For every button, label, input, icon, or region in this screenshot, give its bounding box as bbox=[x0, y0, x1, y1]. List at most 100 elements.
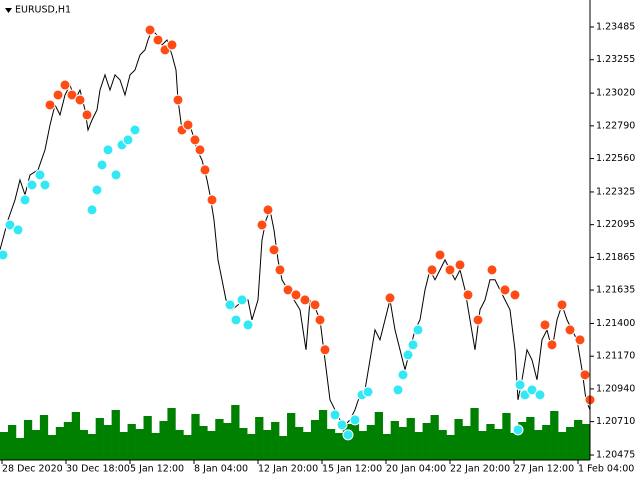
volume-bar bbox=[550, 411, 559, 460]
volume-bar bbox=[486, 424, 495, 460]
signal-marker bbox=[19, 194, 31, 206]
volume-bar bbox=[31, 430, 41, 460]
volume-bar bbox=[247, 434, 256, 460]
signal-marker bbox=[236, 294, 248, 306]
volume-bar bbox=[167, 408, 176, 460]
signal-marker bbox=[526, 384, 538, 396]
signal-marker bbox=[256, 219, 268, 231]
volume-bar bbox=[358, 431, 368, 460]
signal-marker bbox=[66, 89, 78, 101]
volume-bar bbox=[207, 431, 216, 460]
x-tick-label: 27 Jan 12:00 bbox=[514, 464, 574, 475]
volume-bar bbox=[502, 413, 511, 460]
signal-marker bbox=[81, 109, 93, 121]
volume-bar bbox=[454, 419, 463, 460]
signal-marker bbox=[12, 224, 24, 236]
signal-marker bbox=[426, 264, 438, 276]
volume-bar bbox=[518, 422, 527, 460]
signal-marker bbox=[514, 379, 526, 391]
signal-marker bbox=[539, 319, 551, 331]
signal-marker bbox=[434, 249, 446, 261]
volume-bar bbox=[175, 430, 184, 460]
volume-bar bbox=[438, 430, 447, 460]
volume-bar bbox=[7, 425, 17, 460]
x-tick-label: 28 Dec 2020 bbox=[2, 464, 63, 475]
signal-marker bbox=[0, 249, 9, 261]
signal-marker bbox=[392, 384, 404, 396]
y-tick-label: 1.21635 bbox=[596, 285, 635, 296]
x-tick-label: 8 Jan 04:00 bbox=[194, 464, 248, 475]
signal-marker bbox=[206, 194, 218, 206]
y-tick-label: 1.22325 bbox=[596, 186, 635, 197]
volume-bar bbox=[478, 431, 487, 460]
signal-marker bbox=[39, 179, 51, 191]
signal-marker bbox=[579, 369, 591, 381]
x-tick-label: 20 Jan 04:00 bbox=[386, 464, 446, 475]
signal-marker bbox=[454, 259, 466, 271]
volume-bar bbox=[55, 427, 65, 460]
signal-marker bbox=[74, 94, 86, 106]
signal-marker bbox=[166, 39, 178, 51]
signal-marker bbox=[546, 339, 558, 351]
volume-bar bbox=[398, 427, 407, 460]
signal-marker bbox=[59, 79, 71, 91]
volume-bar bbox=[342, 424, 352, 460]
signal-marker bbox=[86, 204, 98, 216]
signal-marker bbox=[274, 264, 286, 276]
volume-bar bbox=[446, 435, 455, 460]
y-tick-label: 1.23020 bbox=[596, 88, 635, 99]
volume-bar bbox=[462, 426, 471, 460]
signal-marker bbox=[224, 299, 236, 311]
volume-bar bbox=[255, 417, 264, 460]
volume-bar bbox=[271, 422, 280, 460]
volume-bar bbox=[582, 424, 591, 460]
volume-bar bbox=[183, 435, 192, 460]
signal-marker bbox=[282, 284, 294, 296]
volume-bar bbox=[302, 432, 312, 460]
volume-bar bbox=[71, 412, 81, 460]
signal-marker bbox=[242, 319, 254, 331]
signal-marker bbox=[384, 292, 396, 304]
signal-marker bbox=[329, 409, 341, 421]
signal-marker bbox=[336, 419, 348, 431]
volume-bar bbox=[334, 433, 344, 460]
signal-marker bbox=[44, 99, 56, 111]
y-tick-label: 1.20710 bbox=[596, 416, 635, 427]
y-tick-label: 1.21865 bbox=[596, 252, 635, 263]
y-tick-label: 1.22560 bbox=[596, 153, 635, 164]
volume-bar bbox=[239, 428, 248, 460]
signal-marker bbox=[412, 324, 424, 336]
signal-marker bbox=[182, 119, 194, 131]
y-tick-label: 1.20940 bbox=[596, 383, 635, 394]
volume-bar bbox=[15, 438, 25, 460]
x-tick-label: 15 Jan 12:00 bbox=[322, 464, 382, 475]
volume-bar bbox=[215, 419, 224, 460]
signal-marker bbox=[486, 264, 498, 276]
signal-marker bbox=[102, 144, 114, 156]
volume-bar bbox=[566, 427, 575, 460]
volume-bar bbox=[263, 430, 272, 460]
volume-bar bbox=[574, 420, 583, 460]
volume-bar bbox=[23, 420, 33, 460]
signal-marker bbox=[129, 124, 141, 136]
volume-bar bbox=[199, 426, 208, 460]
signal-marker bbox=[194, 144, 206, 156]
volume-bar bbox=[470, 408, 479, 460]
signal-marker bbox=[290, 289, 302, 301]
volume-bar bbox=[430, 415, 439, 460]
volume-bar bbox=[63, 422, 73, 460]
menu-triangle[interactable] bbox=[5, 8, 12, 13]
volume-bar bbox=[526, 417, 535, 460]
signal-marker bbox=[268, 244, 280, 256]
signal-marker bbox=[299, 294, 311, 306]
x-tick-label: 22 Jan 20:00 bbox=[450, 464, 510, 475]
signal-marker bbox=[262, 204, 274, 216]
volume-bar bbox=[310, 420, 320, 460]
volume-bar bbox=[350, 416, 360, 460]
volume-bar bbox=[374, 412, 384, 460]
signal-marker bbox=[309, 299, 321, 311]
signal-marker bbox=[407, 339, 419, 351]
signal-marker bbox=[574, 334, 586, 346]
